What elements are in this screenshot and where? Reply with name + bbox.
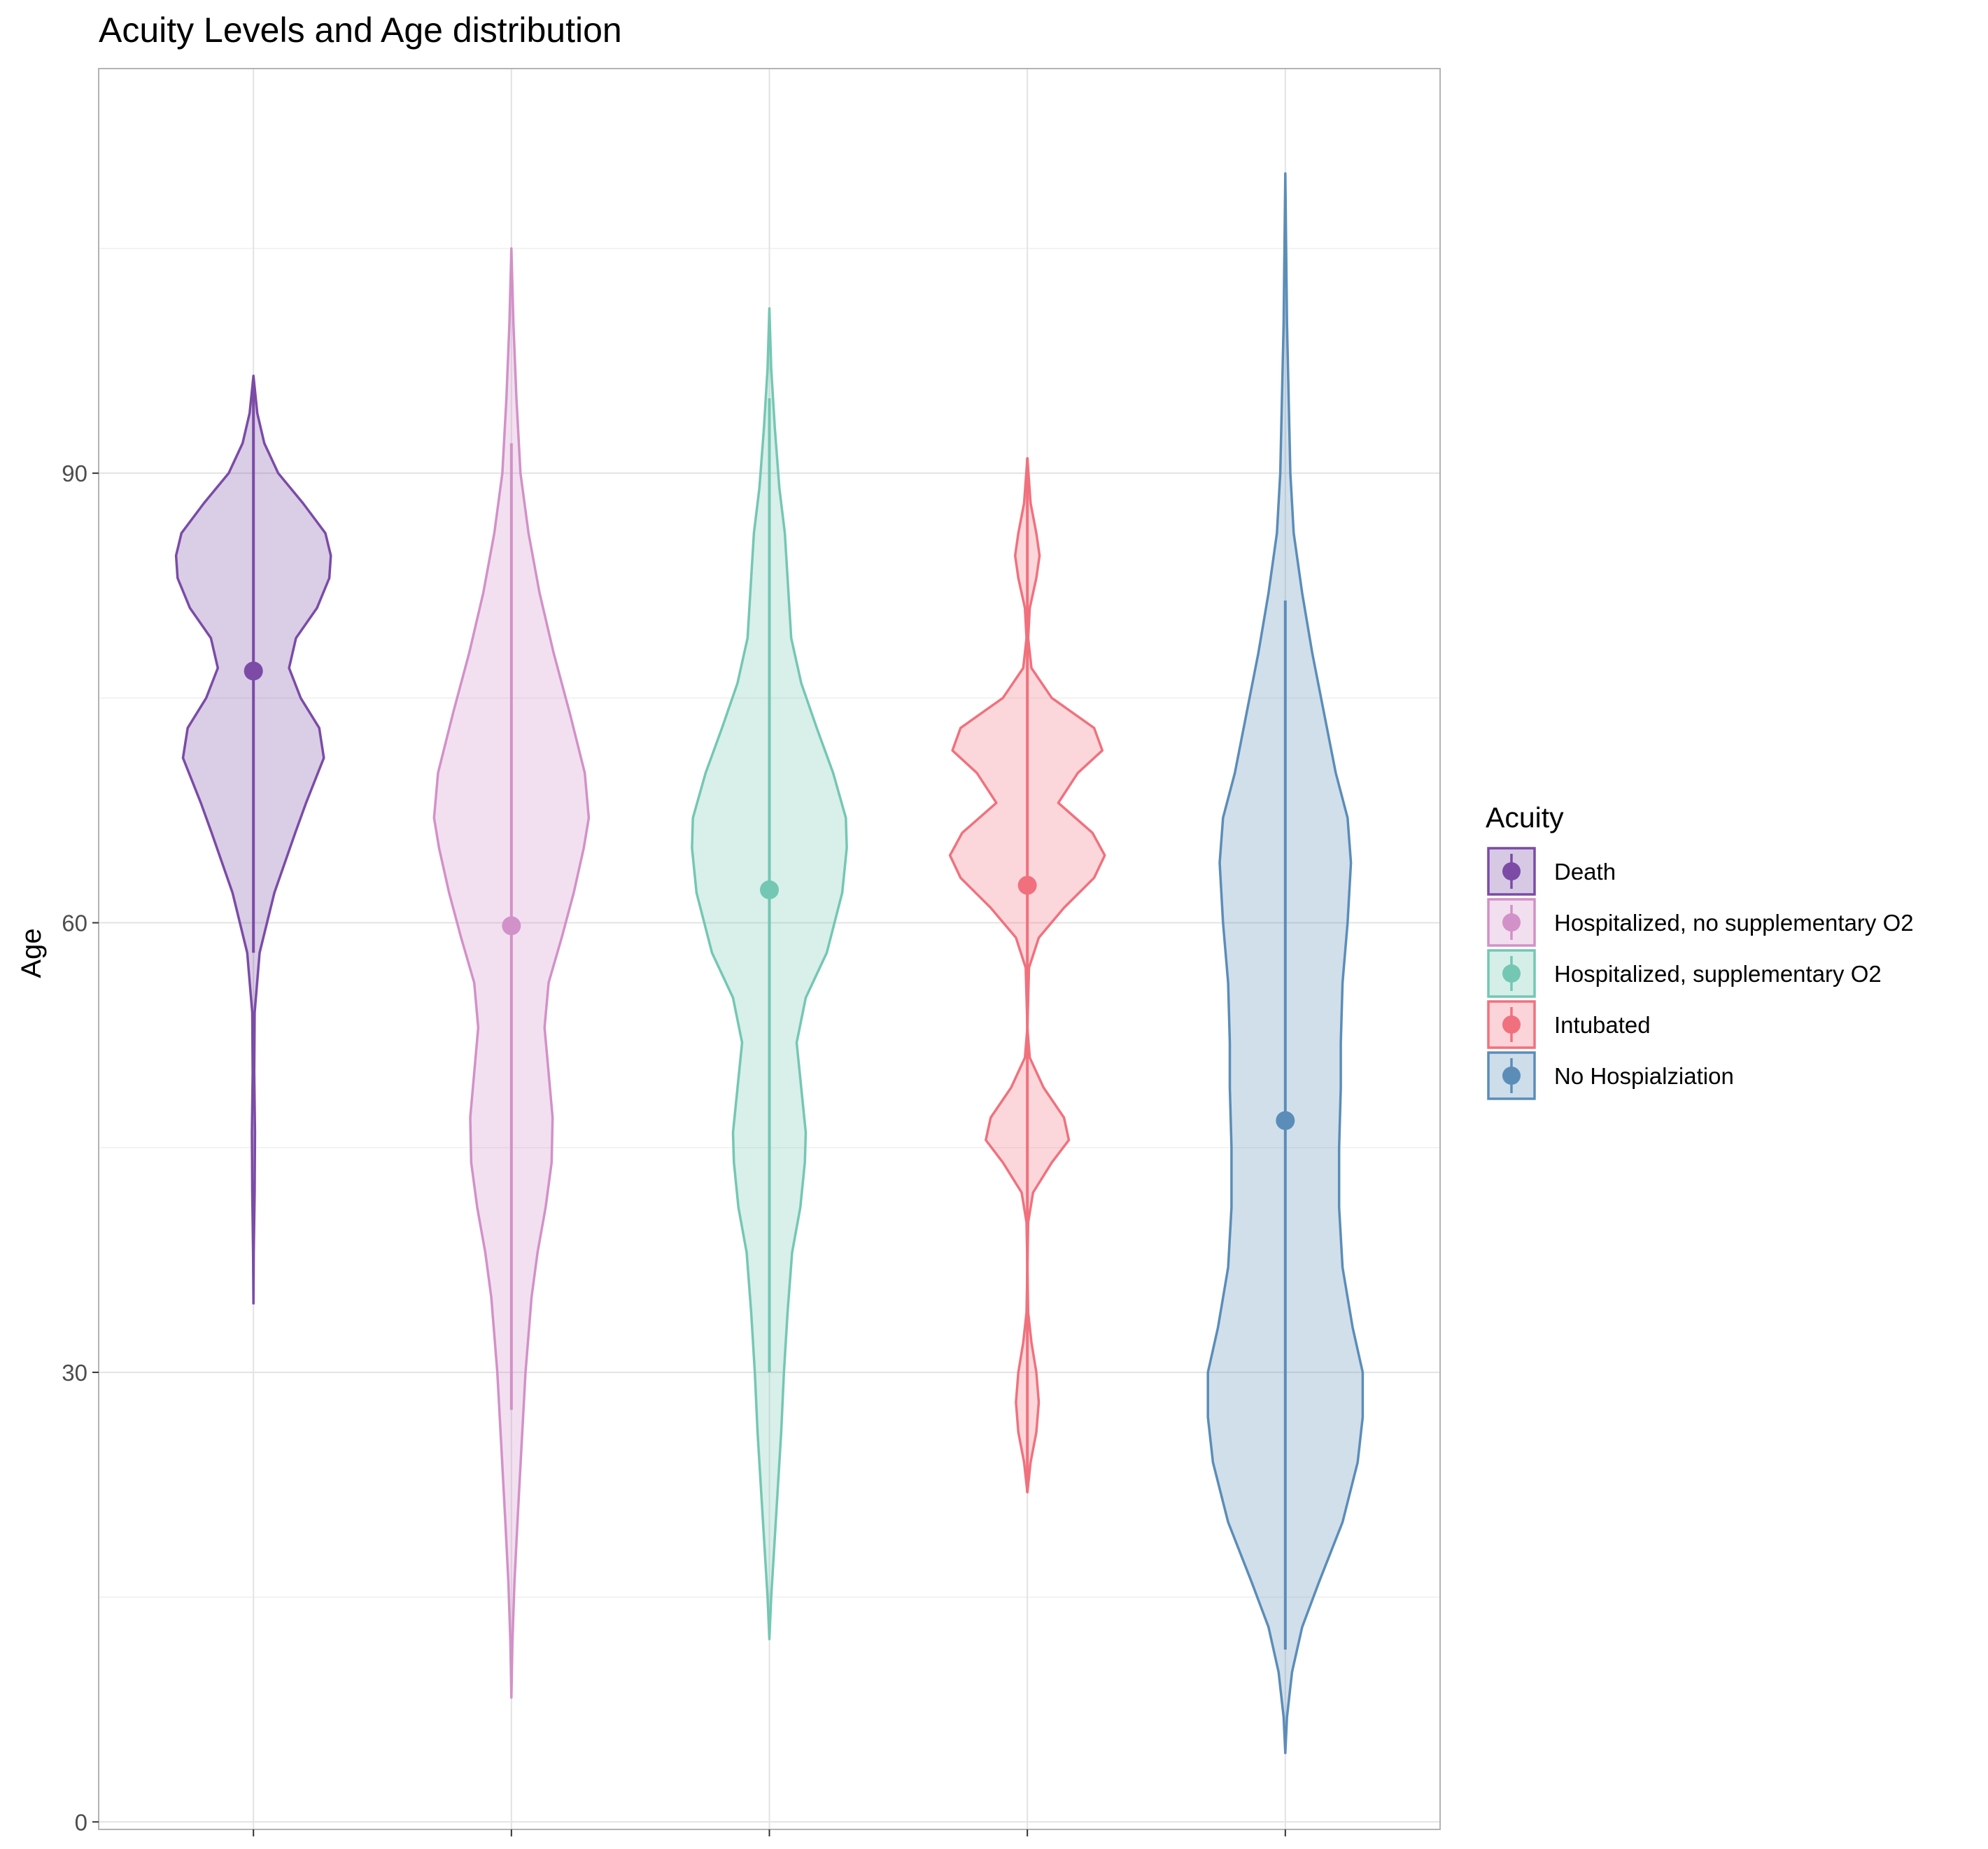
chart-title: Acuity Levels and Age distribution (99, 10, 622, 50)
violin-mean-point (502, 916, 521, 936)
legend-key-point (1502, 862, 1521, 880)
violin-mean-point (760, 880, 779, 899)
legend-label: Hospitalized, no supplementary O2 (1554, 910, 1914, 936)
violin-2 (691, 307, 848, 1640)
legend-key-point (1502, 913, 1521, 931)
legend-item: Hospitalized, supplementary O2 (1487, 949, 1882, 998)
violin-0 (174, 374, 332, 1305)
x-axis-ticks (253, 1829, 1286, 1836)
legend-title: Acuity (1486, 801, 1564, 834)
legend-label: Intubated (1554, 1012, 1651, 1038)
violins (174, 172, 1365, 1755)
y-axis: 0 30 60 90 (62, 461, 99, 1835)
violin-4 (1206, 172, 1365, 1755)
y-tick-label: 30 (62, 1360, 87, 1386)
y-tick-label: 90 (62, 461, 87, 486)
y-axis-label: Age (16, 928, 47, 978)
legend-item: Intubated (1487, 1000, 1651, 1049)
violin-3 (948, 456, 1106, 1493)
legend-label: Death (1554, 859, 1616, 885)
legend-label: No Hospialziation (1554, 1063, 1734, 1089)
legend-item: Death (1487, 847, 1616, 896)
legend-key-point (1502, 964, 1521, 983)
legend-item: No Hospialziation (1487, 1051, 1734, 1100)
violin-mean-point (244, 661, 263, 681)
legend-label: Hospitalized, supplementary O2 (1554, 961, 1882, 987)
legend-key-point (1502, 1067, 1521, 1085)
violin-mean-point (1276, 1111, 1295, 1130)
y-tick-label: 60 (62, 911, 87, 936)
violin-1 (432, 247, 591, 1699)
y-tick-label: 0 (75, 1809, 87, 1835)
legend-items: Death Hospitalized, no supplementary O2 Ho… (1487, 847, 1914, 1100)
legend: Acuity Death Hospitalized, no supplementa… (1486, 801, 1914, 1100)
legend-item: Hospitalized, no supplementary O2 (1487, 898, 1914, 947)
legend-key-point (1502, 1015, 1521, 1034)
violin-mean-point (1017, 876, 1037, 895)
